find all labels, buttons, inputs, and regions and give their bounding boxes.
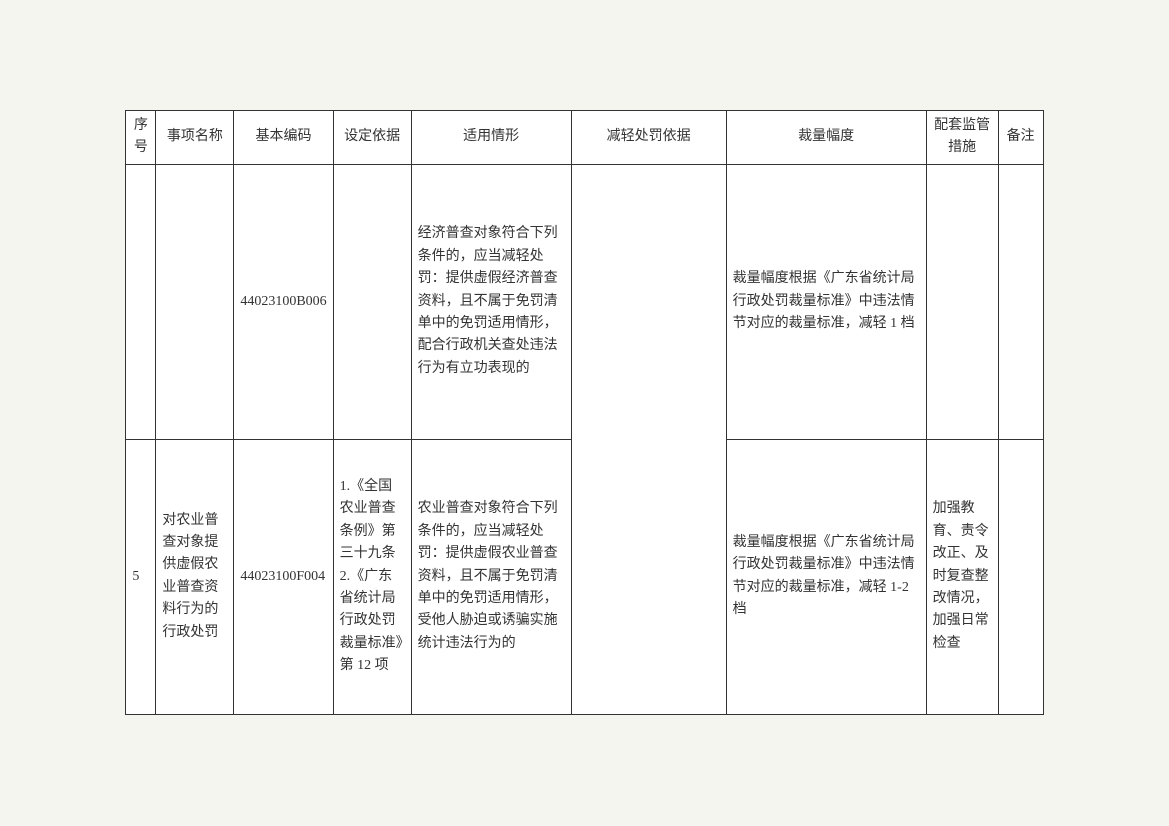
header-basis: 设定依据 — [333, 111, 411, 165]
header-measures: 配套监管措施 — [926, 111, 998, 165]
cell-code: 44023100F004 — [234, 439, 333, 714]
header-scope: 裁量幅度 — [726, 111, 926, 165]
cell-remarks — [998, 439, 1043, 714]
cell-situation: 经济普查对象符合下列条件的，应当减轻处罚：提供虚假经济普查资料，且不属于免罚清单… — [411, 164, 571, 439]
cell-situation: 农业普查对象符合下列条件的，应当减轻处罚：提供虚假农业普查资料，且不属于免罚清单… — [411, 439, 571, 714]
header-code: 基本编码 — [234, 111, 333, 165]
header-seq: 序号 — [126, 111, 156, 165]
cell-name: 对农业普查对象提供虚假农业普查资料行为的行政处罚 — [156, 439, 234, 714]
cell-measures — [926, 164, 998, 439]
header-row: 序号 事项名称 基本编码 设定依据 适用情形 减轻处罚依据 裁量幅度 配套监管措… — [126, 111, 1043, 165]
table-row: 44023100B006 经济普查对象符合下列条件的，应当减轻处罚：提供虚假经济… — [126, 164, 1043, 439]
cell-remarks — [998, 164, 1043, 439]
cell-scope: 裁量幅度根据《广东省统计局行政处罚裁量标准》中违法情节对应的裁量标准，减轻 1 … — [726, 164, 926, 439]
regulation-table: 序号 事项名称 基本编码 设定依据 适用情形 减轻处罚依据 裁量幅度 配套监管措… — [125, 110, 1043, 715]
cell-scope: 裁量幅度根据《广东省统计局行政处罚裁量标准》中违法情节对应的裁量标准，减轻 1-… — [726, 439, 926, 714]
cell-reduction — [571, 164, 726, 714]
header-name: 事项名称 — [156, 111, 234, 165]
cell-code: 44023100B006 — [234, 164, 333, 439]
cell-seq — [126, 164, 156, 439]
cell-measures: 加强教育、责令改正、及时复查整改情况，加强日常检查 — [926, 439, 998, 714]
cell-basis — [333, 164, 411, 439]
cell-basis: 1.《全国农业普查条例》第三十九条 2.《广东省统计局行政处罚裁量标准》第 12… — [333, 439, 411, 714]
cell-name — [156, 164, 234, 439]
cell-seq: 5 — [126, 439, 156, 714]
header-reduction: 减轻处罚依据 — [571, 111, 726, 165]
header-situation: 适用情形 — [411, 111, 571, 165]
header-remarks: 备注 — [998, 111, 1043, 165]
